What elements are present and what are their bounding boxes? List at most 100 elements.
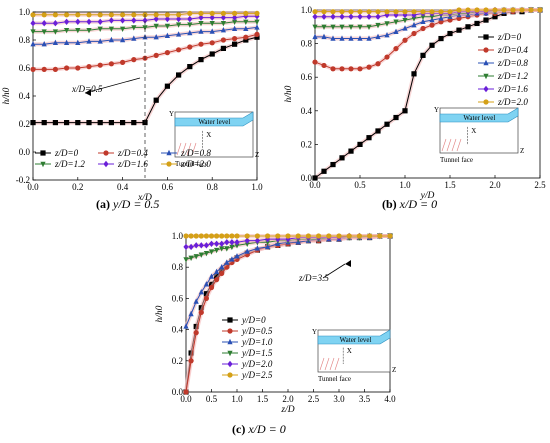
data-point [208, 240, 215, 247]
data-point [108, 17, 114, 24]
legend-label: z/D=0.8 [180, 148, 211, 158]
data-point [97, 62, 103, 68]
inset-tunnel-line-b [446, 138, 452, 152]
data-point [220, 14, 226, 21]
data-point [75, 120, 81, 126]
series-a-3 [30, 19, 260, 35]
data-point [312, 175, 318, 181]
caption-a-letter: (a) [96, 197, 110, 211]
data-point [348, 24, 354, 30]
data-point [209, 21, 215, 27]
data-point [326, 233, 332, 239]
data-point [188, 310, 194, 317]
inset-tunnel-label-c: Tunnel face [318, 375, 351, 383]
data-point [402, 9, 408, 15]
data-point [366, 35, 372, 41]
data-point [384, 32, 390, 38]
inset-water-label-c: Water level [340, 336, 372, 344]
y-tick-label: 0.2 [172, 356, 183, 366]
data-point [420, 9, 426, 15]
data-point [312, 9, 318, 15]
caption-c-text: x/D = 0 [248, 422, 286, 436]
x-axis-label-a: x/D [137, 193, 152, 203]
data-point [198, 21, 204, 27]
data-point [86, 64, 92, 70]
x-tick-label: 2.0 [282, 394, 294, 404]
x-tick-label: 0.5 [206, 394, 218, 404]
data-point [183, 257, 189, 263]
data-point [86, 12, 92, 18]
legend-marker [483, 59, 489, 66]
caption-b-letter: (b) [382, 197, 397, 211]
data-point [41, 66, 47, 72]
data-point [321, 33, 327, 40]
data-point [75, 65, 81, 71]
data-point [214, 247, 220, 254]
data-point [209, 14, 215, 21]
data-point [346, 233, 352, 239]
data-point [97, 38, 103, 44]
caption-c: (c) x/D = 0 [232, 422, 286, 437]
data-point [420, 14, 426, 20]
y-tick-label: 0.4 [172, 325, 184, 335]
data-point [456, 7, 462, 13]
data-point [193, 330, 199, 336]
data-point [153, 15, 159, 23]
data-point [393, 46, 399, 52]
data-point [198, 242, 204, 249]
data-point [187, 44, 193, 50]
data-point [64, 28, 70, 34]
data-point [375, 61, 381, 67]
legend-marker [483, 34, 489, 40]
x-tick-label: 0.0 [309, 180, 321, 190]
data-point [348, 35, 354, 41]
data-point [183, 389, 189, 395]
legend-marker [166, 149, 172, 156]
data-point [203, 242, 209, 249]
data-point [214, 268, 220, 275]
annotation-arrow [84, 77, 141, 94]
data-point [232, 14, 238, 21]
data-point [254, 31, 260, 37]
legend-label: y/D=0 [241, 315, 266, 325]
data-point [187, 15, 193, 23]
caption-b-text: x/D = 0 [399, 197, 438, 211]
data-point [30, 29, 36, 35]
data-point [483, 17, 489, 23]
y-tick-label: 1.0 [19, 7, 31, 17]
data-point [64, 18, 70, 25]
data-point [377, 233, 383, 239]
data-point [193, 233, 199, 239]
data-point [384, 21, 390, 27]
y-axis-label-a: h/h0 [2, 87, 12, 104]
data-point [348, 13, 354, 20]
data-point [198, 233, 204, 239]
data-point [456, 27, 462, 33]
data-point [366, 13, 372, 20]
data-point [219, 240, 225, 247]
y-tick-label: 0.6 [301, 72, 313, 82]
legend-marker [40, 150, 46, 156]
data-point [203, 281, 209, 287]
data-point [357, 35, 363, 41]
inset-tunnel-line-a [191, 142, 197, 156]
x-tick-label: 0.5 [354, 180, 366, 190]
data-point [234, 233, 240, 239]
data-point [330, 9, 336, 15]
caption-a-text: y/D = 0.5 [113, 197, 160, 211]
data-point [447, 30, 453, 37]
data-point [420, 18, 426, 24]
data-point [64, 39, 70, 45]
data-point [312, 13, 318, 20]
data-point [120, 17, 126, 24]
inset-x-label-c: X [347, 347, 352, 355]
data-point [339, 13, 345, 20]
data-point [357, 9, 363, 15]
x-tick-label: 2.5 [308, 394, 320, 404]
data-point [339, 9, 345, 15]
data-point [142, 25, 148, 31]
legend-marker [227, 372, 233, 378]
data-point [321, 168, 327, 174]
annotation-arrowhead [85, 89, 91, 96]
data-point [510, 7, 516, 13]
